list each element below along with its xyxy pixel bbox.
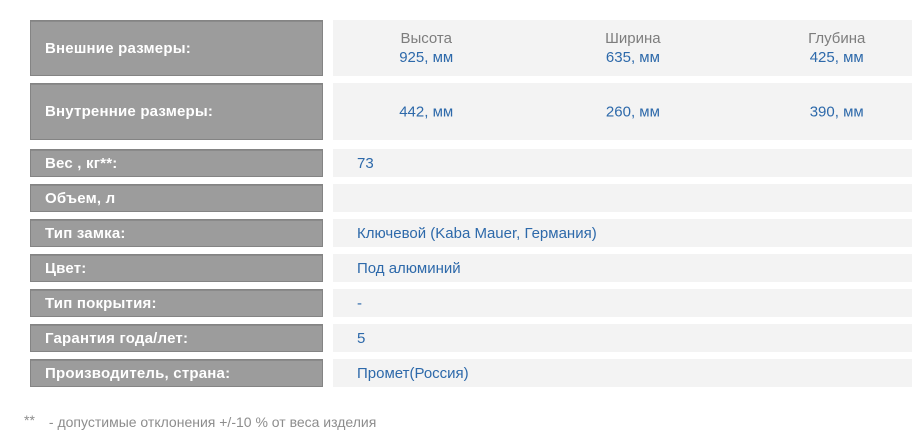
row-internal-dimensions: Внутренние размеры: 442, мм 260, мм 390,… bbox=[30, 83, 912, 140]
warranty-value: 5 bbox=[333, 324, 912, 352]
row-coating-type: Тип покрытия: - bbox=[30, 289, 912, 317]
weight-value: 73 bbox=[333, 149, 912, 177]
manufacturer-label: Производитель, страна: bbox=[30, 359, 323, 387]
volume-value bbox=[333, 184, 912, 212]
row-color: Цвет: Под алюминий bbox=[30, 254, 912, 282]
manufacturer-value: Промет(Россия) bbox=[333, 359, 912, 387]
weight-label: Вес , кг**: bbox=[30, 149, 323, 177]
internal-depth-text: 390, мм bbox=[809, 103, 864, 120]
dim-col-height: Высота 925, мм bbox=[399, 29, 453, 67]
row-lock-type: Тип замка: Ключевой (Kaba Mauer, Германи… bbox=[30, 219, 912, 247]
external-width-value: 635, мм bbox=[605, 49, 660, 66]
external-dimensions-values: Высота 925, мм Ширина 635, мм Глубина 42… bbox=[333, 20, 912, 76]
volume-label: Объем, л bbox=[30, 184, 323, 212]
lock-type-label: Тип замка: bbox=[30, 219, 323, 247]
external-dimensions-label: Внешние размеры: bbox=[30, 20, 323, 76]
lock-type-value: Ключевой (Kaba Mauer, Германия) bbox=[333, 219, 912, 247]
row-weight: Вес , кг**: 73 bbox=[30, 149, 912, 177]
dim-col-depth: Глубина 425, мм bbox=[808, 29, 865, 67]
footnote-text: - допустимые отклонения +/-10 % от веса … bbox=[48, 414, 377, 430]
depth-header: Глубина bbox=[808, 30, 866, 47]
coating-type-value: - bbox=[333, 289, 912, 317]
row-manufacturer: Производитель, страна: Промет(Россия) bbox=[30, 359, 912, 387]
internal-dimensions-values: 442, мм 260, мм 390, мм bbox=[333, 83, 912, 140]
dim-col-width: Ширина 635, мм bbox=[605, 29, 660, 67]
row-external-dimensions: Внешние размеры: Высота 925, мм Ширина 6… bbox=[30, 20, 912, 76]
spec-table: Внешние размеры: Высота 925, мм Ширина 6… bbox=[30, 20, 912, 394]
height-header: Высота bbox=[400, 30, 452, 47]
coating-type-label: Тип покрытия: bbox=[30, 289, 323, 317]
internal-depth-value: 390, мм bbox=[810, 102, 864, 121]
internal-width-text: 260, мм bbox=[605, 103, 660, 120]
color-label: Цвет: bbox=[30, 254, 323, 282]
width-header: Ширина bbox=[605, 30, 661, 47]
internal-height-text: 442, мм bbox=[399, 103, 454, 120]
footnote: ** - допустимые отклонения +/-10 % от вес… bbox=[24, 412, 376, 430]
external-height-value: 925, мм bbox=[399, 49, 454, 66]
external-depth-value: 425, мм bbox=[809, 49, 864, 66]
internal-height-value: 442, мм bbox=[399, 102, 453, 121]
warranty-label: Гарантия года/лет: bbox=[30, 324, 323, 352]
internal-width-value: 260, мм bbox=[606, 102, 660, 121]
row-warranty: Гарантия года/лет: 5 bbox=[30, 324, 912, 352]
internal-dimensions-label: Внутренние размеры: bbox=[30, 83, 323, 140]
row-volume: Объем, л bbox=[30, 184, 912, 212]
footnote-marker: ** bbox=[24, 412, 35, 428]
color-value: Под алюминий bbox=[333, 254, 912, 282]
